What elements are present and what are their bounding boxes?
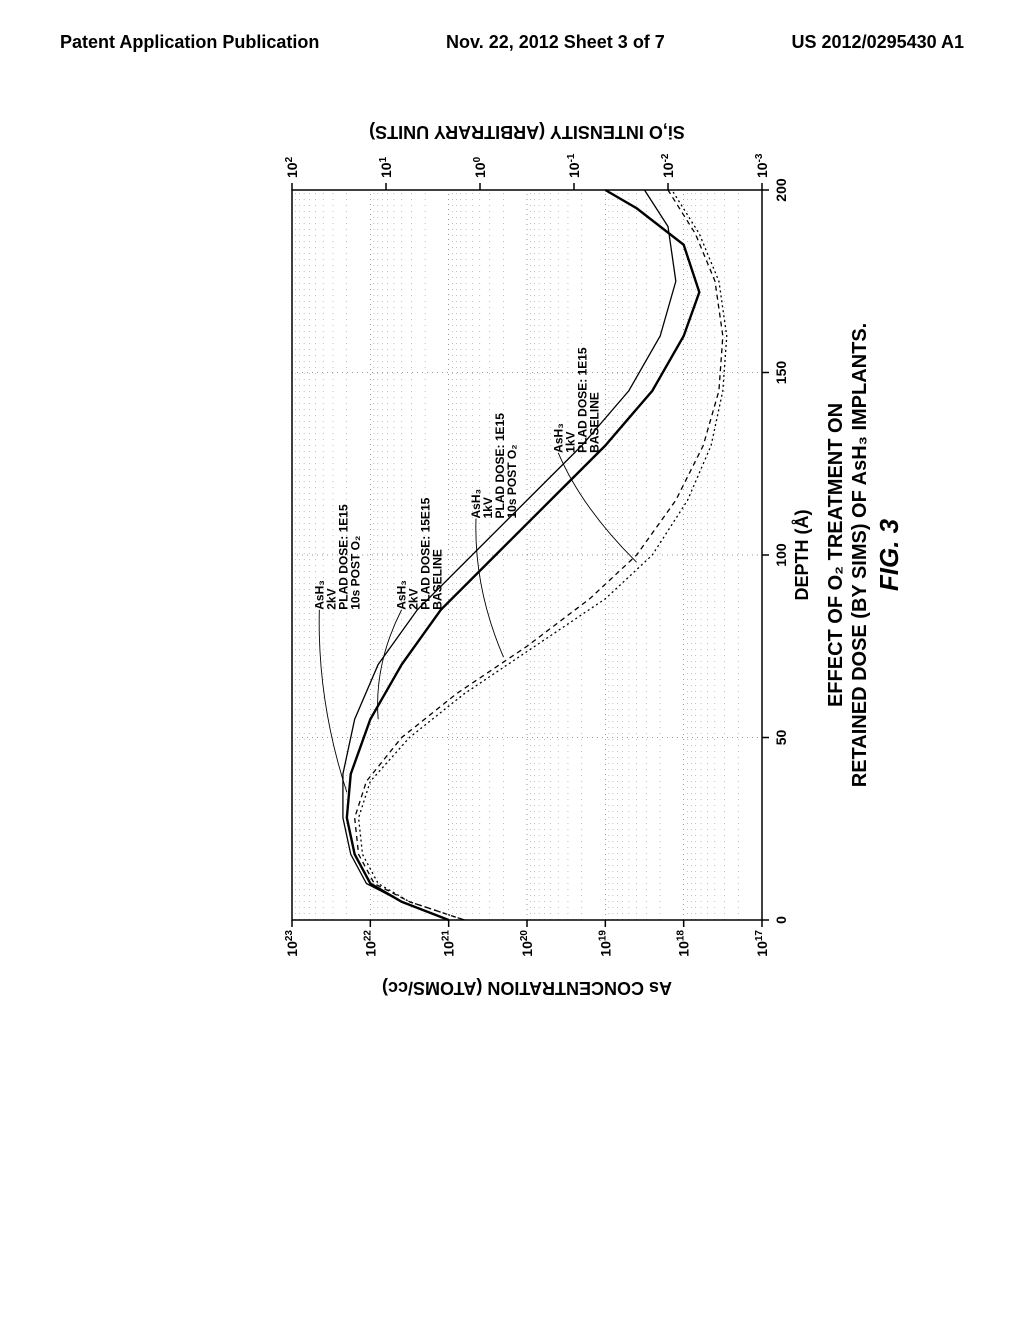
figure-rotated-container: 0501001502001017101810191020102110221023… (272, 310, 752, 1010)
svg-text:10-3: 10-3 (754, 153, 771, 178)
hdr-left: Patent Application Publication (60, 32, 319, 53)
svg-text:1022: 1022 (362, 930, 379, 957)
svg-text:1019: 1019 (597, 930, 614, 957)
page-header: Patent Application Publication Nov. 22, … (0, 32, 1024, 53)
curve-2kv_baseline (347, 190, 700, 920)
hdr-right: US 2012/0295430 A1 (792, 32, 964, 53)
svg-text:EFFECT OF O₂ TREATMENT ON: EFFECT OF O₂ TREATMENT ON (825, 403, 847, 707)
svg-text:50: 50 (773, 730, 789, 746)
svg-text:10s POST O₂: 10s POST O₂ (348, 536, 362, 610)
svg-text:As CONCENTRATION (ATOMS/cc): As CONCENTRATION (ATOMS/cc) (382, 978, 672, 998)
svg-text:10-1: 10-1 (566, 153, 583, 178)
svg-text:1023: 1023 (284, 930, 301, 957)
svg-text:102: 102 (284, 156, 301, 178)
svg-text:Si,O INTENSITY (ARBITRARY UNIT: Si,O INTENSITY (ARBITRARY UNITS) (369, 122, 685, 142)
svg-text:1017: 1017 (754, 930, 771, 957)
svg-text:1021: 1021 (440, 930, 457, 957)
svg-text:150: 150 (773, 361, 789, 385)
svg-text:BASELINE: BASELINE (587, 392, 601, 453)
sims-depth-profile-chart: 0501001502001017101810191020102110221023… (272, 310, 752, 1010)
svg-text:10s POST O₂: 10s POST O₂ (505, 444, 519, 518)
svg-text:100: 100 (773, 543, 789, 567)
hdr-center: Nov. 22, 2012 Sheet 3 of 7 (446, 32, 665, 53)
svg-text:0: 0 (773, 916, 789, 924)
svg-text:FIG. 3: FIG. 3 (874, 518, 904, 591)
svg-text:1020: 1020 (519, 930, 536, 957)
svg-text:101: 101 (378, 156, 395, 178)
svg-text:1018: 1018 (675, 930, 692, 957)
svg-text:DEPTH (Å): DEPTH (Å) (792, 510, 812, 601)
svg-text:100: 100 (472, 156, 489, 178)
svg-text:10-2: 10-2 (660, 153, 677, 178)
svg-text:RETAINED DOSE (BY SIMS) OF AsH: RETAINED DOSE (BY SIMS) OF AsH₃ IMPLANTS… (849, 323, 871, 787)
svg-text:BASELINE: BASELINE (431, 549, 445, 610)
svg-text:200: 200 (773, 178, 789, 202)
